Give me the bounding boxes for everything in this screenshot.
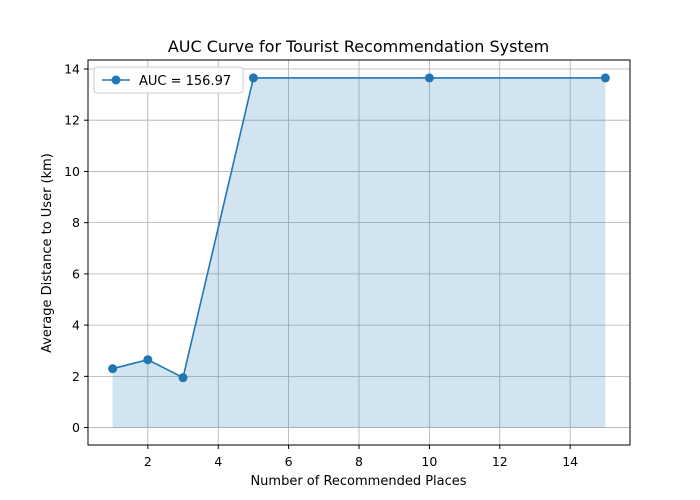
- data-point: [248, 73, 258, 83]
- data-point: [424, 73, 434, 83]
- data-point: [178, 373, 188, 383]
- y-tick-label: 6: [72, 266, 80, 281]
- y-tick-label: 8: [72, 215, 80, 230]
- y-tick-label: 4: [72, 318, 80, 333]
- area-fill: [112, 77, 606, 428]
- x-axis-label: Number of Recommended Places: [250, 474, 466, 489]
- x-axis-ticks: 2 4 6 8 10 12 14: [144, 445, 578, 469]
- legend-label: AUC = 156.97: [139, 74, 231, 89]
- y-tick-label: 12: [64, 113, 80, 128]
- series-group: [108, 73, 610, 383]
- chart-title: AUC Curve for Tourist Recommendation Sys…: [168, 37, 549, 56]
- data-point: [143, 355, 153, 365]
- x-tick-label: 6: [285, 454, 293, 469]
- y-tick-label: 2: [72, 369, 80, 384]
- x-tick-label: 8: [355, 454, 363, 469]
- y-axis-label: Average Distance to User (km): [40, 153, 55, 353]
- x-tick-label: 12: [492, 454, 508, 469]
- y-tick-label: 0: [72, 420, 80, 435]
- x-tick-label: 10: [421, 454, 437, 469]
- x-tick-label: 4: [214, 454, 222, 469]
- data-point: [600, 73, 610, 83]
- x-tick-label: 14: [562, 454, 578, 469]
- data-point: [108, 364, 118, 374]
- legend: AUC = 156.97: [93, 66, 244, 94]
- y-tick-label: 10: [64, 164, 80, 179]
- legend-marker-swatch: [111, 75, 121, 85]
- area-fill-group: [112, 77, 606, 428]
- y-tick-label: 14: [64, 61, 80, 76]
- series-line: [112, 77, 606, 379]
- grid: [88, 60, 630, 445]
- x-tick-label: 2: [144, 454, 152, 469]
- legend-box: [93, 66, 244, 94]
- y-axis-ticks: 0 2 4 6 8 10 12 14: [64, 61, 88, 435]
